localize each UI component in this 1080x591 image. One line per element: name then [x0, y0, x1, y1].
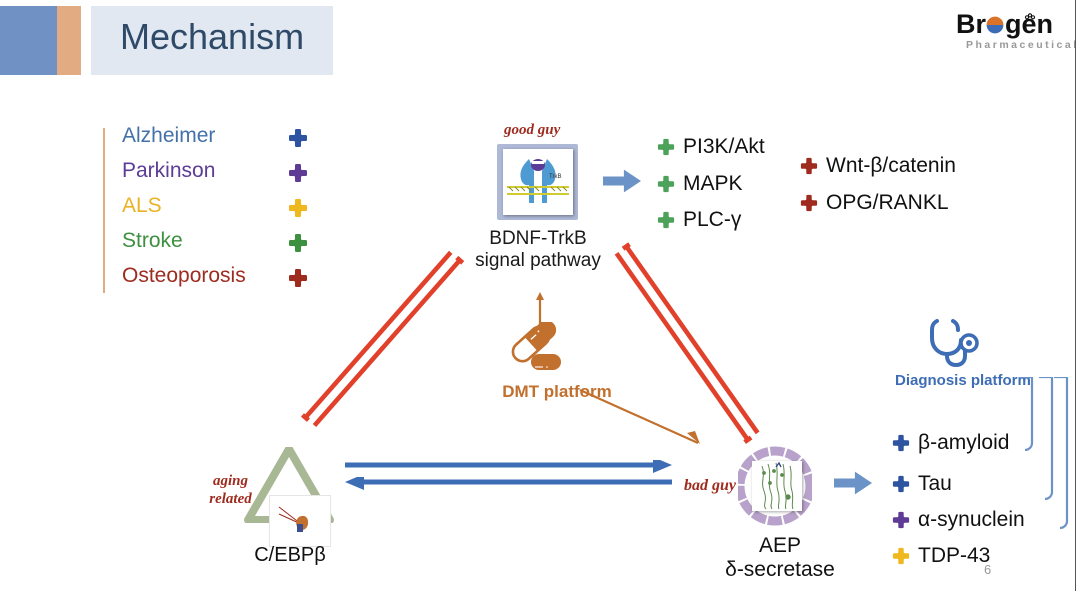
svg-text:TrkB: TrkB: [549, 174, 561, 180]
